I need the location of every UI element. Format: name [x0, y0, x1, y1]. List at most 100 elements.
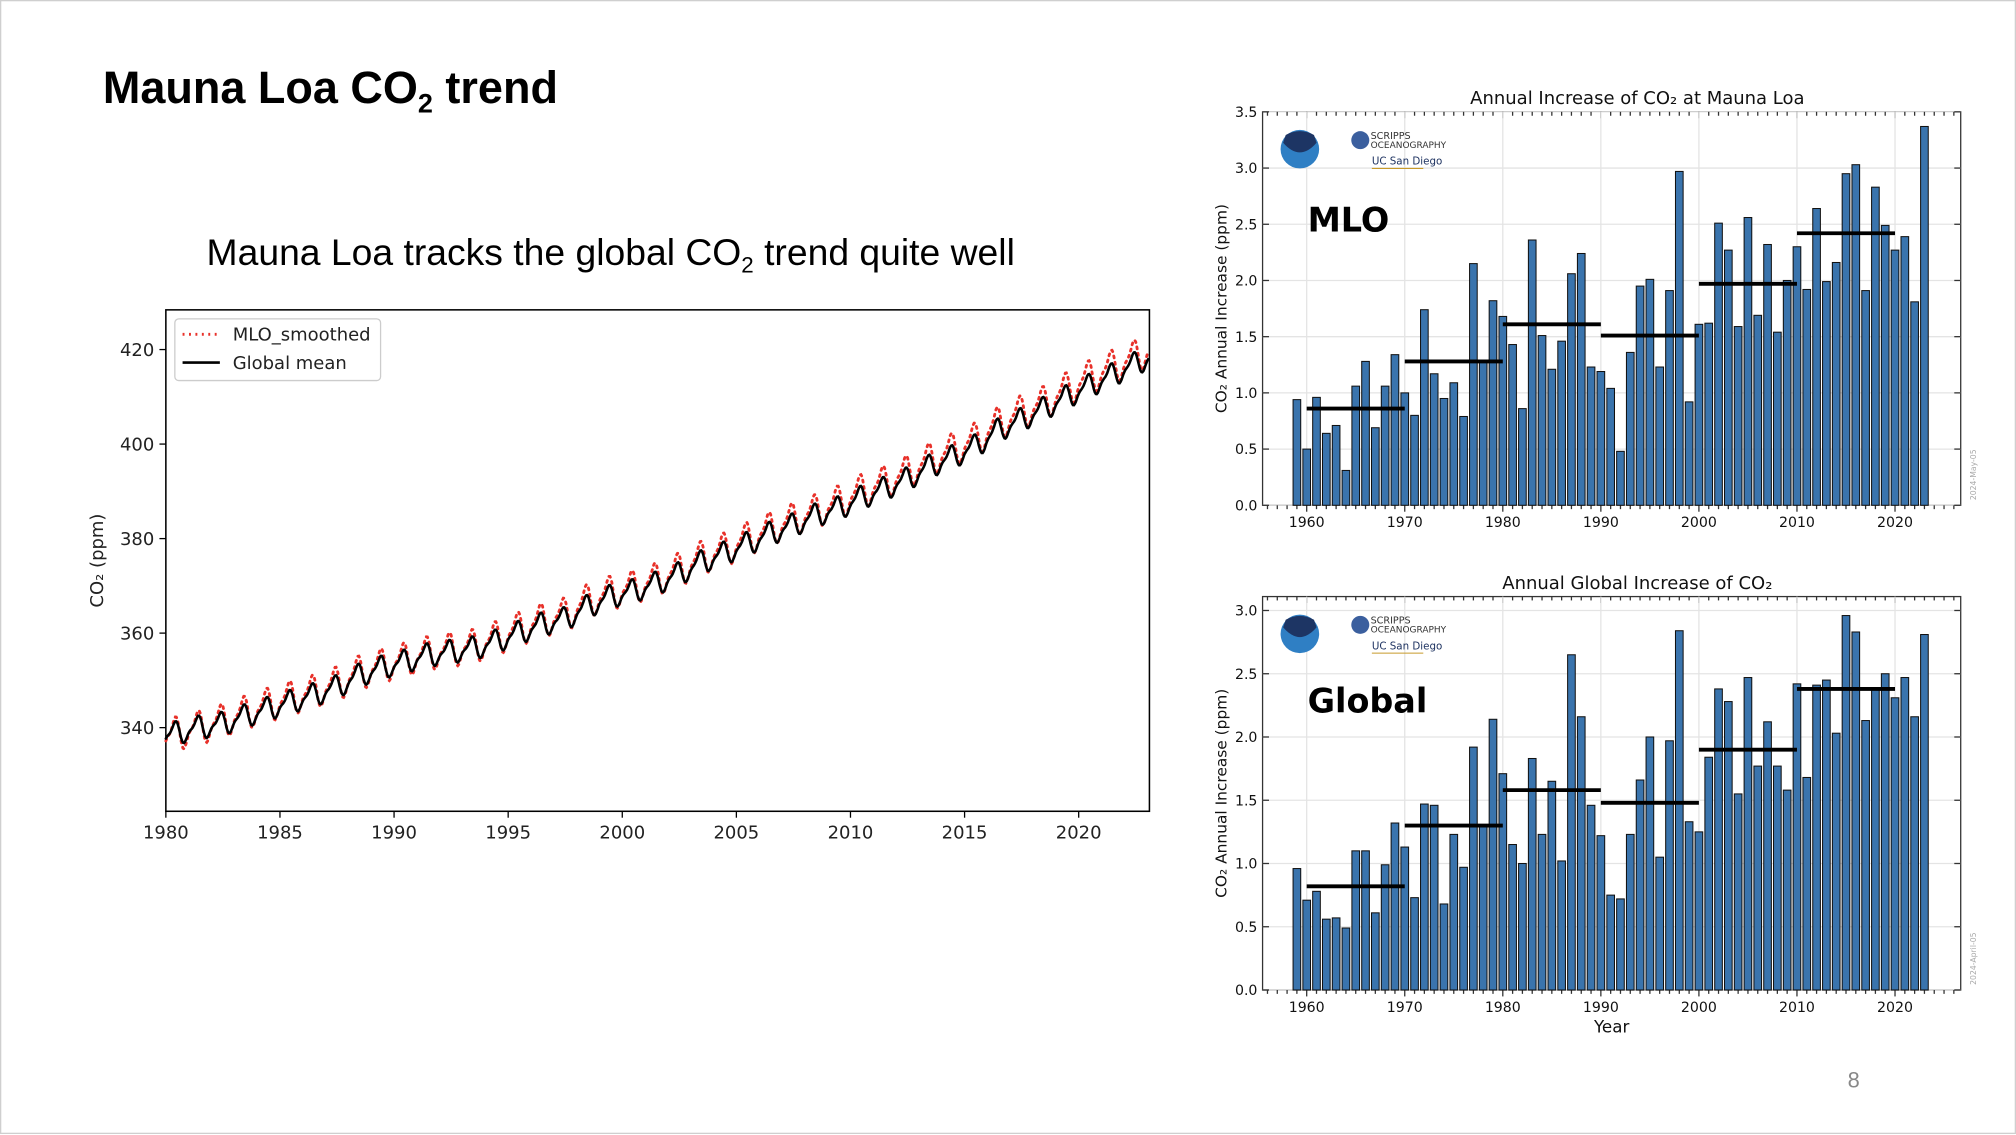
x-tick-label: 2015	[942, 822, 988, 843]
bar-1980	[1498, 773, 1508, 991]
bar-1977	[1469, 263, 1478, 506]
bar-2003	[1723, 249, 1733, 506]
bar-1971	[1410, 414, 1419, 506]
x-tick-label: 2010	[828, 822, 874, 843]
panel-label: Global	[1308, 681, 1428, 720]
bar-1960	[1302, 448, 1312, 506]
y-tick-label: 2.0	[1235, 274, 1257, 290]
bar-1982	[1518, 862, 1527, 991]
y-axis-label: CO₂ Annual Increase (ppm)	[1213, 689, 1231, 898]
y-tick-label: 0.0	[1235, 498, 1257, 514]
bar-1989	[1586, 366, 1596, 506]
bar-2009	[1782, 279, 1792, 506]
bar-1974	[1439, 397, 1449, 506]
bar-2023	[1920, 634, 1929, 991]
y-tick-label: 1.5	[1235, 793, 1257, 809]
bar-2005	[1743, 677, 1753, 991]
bar-2020	[1890, 249, 1900, 506]
x-tick-label: 2010	[1779, 515, 1815, 531]
legend-label: MLO_smoothed	[233, 325, 371, 346]
x-tick-label: 1960	[1289, 1000, 1325, 1016]
bar-2004	[1733, 793, 1743, 991]
x-tick-label: 2020	[1877, 1000, 1913, 1016]
y-tick-label: 2.5	[1235, 217, 1257, 233]
bar-1984	[1537, 335, 1547, 506]
bar-2006	[1753, 765, 1763, 991]
bar-2019	[1880, 224, 1890, 506]
subtitle-text-rest: trend quite well	[753, 232, 1015, 274]
bar-1963	[1331, 917, 1341, 991]
noaa-logo-top	[1283, 615, 1317, 638]
scripps-globe-icon	[1351, 615, 1370, 634]
title-text: Mauna Loa CO	[102, 62, 418, 114]
bar-1999	[1684, 401, 1694, 506]
bar-1970	[1400, 392, 1410, 506]
bar-1974	[1439, 903, 1449, 991]
bar-1998	[1674, 630, 1684, 991]
bar-1976	[1459, 415, 1468, 506]
bar-1959	[1292, 868, 1302, 991]
bar-2007	[1763, 243, 1772, 506]
x-tick-label: 1980	[1485, 515, 1521, 531]
bar-2008	[1773, 765, 1782, 991]
bar-1990	[1596, 835, 1606, 991]
scripps-logo-text: SCRIPPS	[1371, 616, 1411, 627]
slide-title: Mauna Loa CO2 trend	[103, 63, 558, 120]
x-tick-label: 2000	[1681, 1000, 1717, 1016]
bar-1994	[1635, 779, 1645, 991]
bar-1996	[1655, 856, 1665, 991]
bar-2017	[1861, 720, 1870, 991]
bar-1992	[1616, 898, 1625, 991]
bar-2016	[1851, 631, 1861, 991]
bar-2002	[1714, 688, 1723, 991]
y-axis-label: CO₂ (ppm)	[87, 514, 108, 608]
bar-1987	[1567, 654, 1576, 991]
y-tick-label: 340	[120, 718, 154, 739]
y-tick-label: 400	[120, 435, 154, 456]
y-tick-label: 1.0	[1235, 386, 1257, 402]
bar-2007	[1763, 721, 1772, 991]
bar-1964	[1341, 927, 1351, 991]
x-axis-label: Year	[1593, 1016, 1629, 1036]
subtitle-text: Mauna Loa tracks the global CO	[206, 232, 742, 274]
x-tick-label: 1990	[371, 822, 417, 843]
series-line-global-mean	[164, 350, 1150, 745]
bar-1981	[1508, 344, 1517, 506]
bar-1999	[1684, 821, 1694, 991]
bar-2009	[1782, 789, 1792, 991]
x-tick-label: 1980	[1485, 1000, 1521, 1016]
y-tick-label: 360	[120, 624, 154, 645]
bar-2012	[1812, 208, 1821, 506]
bar-1986	[1557, 860, 1566, 991]
bar-1998	[1674, 170, 1684, 506]
bar-2016	[1851, 164, 1861, 506]
bar-1994	[1635, 285, 1645, 506]
bar-2022	[1910, 301, 1919, 506]
bar-1959	[1292, 399, 1302, 506]
title-text-rest: trend	[432, 62, 558, 114]
bar-2019	[1880, 673, 1890, 991]
bar-1966	[1361, 360, 1370, 506]
bar-1978	[1478, 359, 1488, 506]
bar-1960	[1302, 899, 1312, 991]
bar-1968	[1380, 864, 1390, 991]
y-tick-label: 0.5	[1235, 442, 1257, 458]
left-chart: 1980 1985 1990 1995 2000 2005 2010 2015 2020 340 3…	[87, 309, 1151, 843]
x-tick-label: 1960	[1289, 515, 1325, 531]
x-tick-label: 2000	[599, 822, 645, 843]
bar-1962	[1321, 918, 1331, 991]
bar-1965	[1351, 850, 1361, 991]
bar-1979	[1488, 300, 1498, 506]
bar-1978	[1478, 826, 1488, 991]
bar-2021	[1900, 677, 1910, 991]
x-tick-label: 2000	[1681, 515, 1717, 531]
bar-1964	[1341, 469, 1351, 506]
bar-2018	[1871, 186, 1880, 506]
bar-1991	[1606, 894, 1616, 991]
bar-1997	[1665, 290, 1674, 506]
bar-2014	[1831, 261, 1841, 506]
bar-2018	[1871, 687, 1880, 991]
bar-1986	[1557, 340, 1566, 506]
bar-2008	[1773, 331, 1782, 506]
bar-1975	[1449, 833, 1459, 991]
